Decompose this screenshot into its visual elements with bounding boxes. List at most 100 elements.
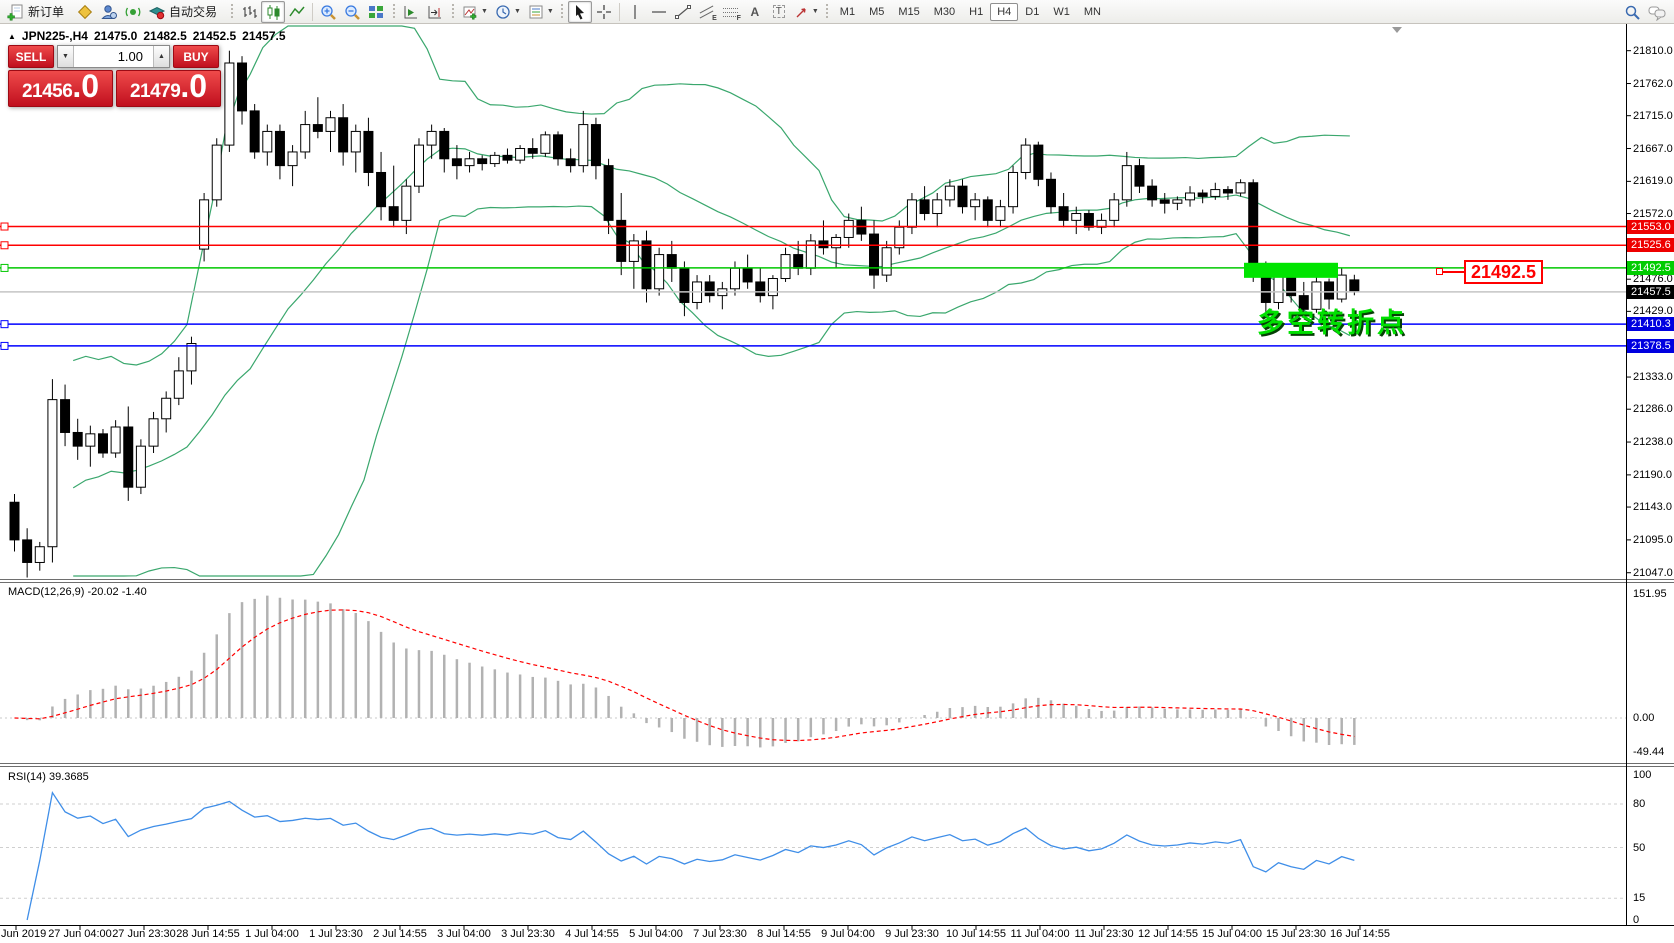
line-chart-button[interactable] [285, 1, 309, 23]
clock-icon [496, 4, 510, 19]
text-tool-icon: A [750, 4, 760, 19]
equidistant-channel-tool-button[interactable]: E [695, 1, 719, 23]
toolbar-grip [229, 3, 235, 20]
time-axis-label: 1 Jul 23:30 [309, 928, 363, 940]
price-axis-label: 21286.0 [1633, 403, 1673, 416]
price-axis-badge: 21410.3 [1627, 317, 1674, 332]
add-indicator-icon [463, 6, 477, 20]
signals-button[interactable] [121, 1, 145, 23]
horizontal-line-tool-button[interactable] [647, 1, 671, 23]
bar-chart-icon [243, 5, 258, 18]
volume-decrease-button[interactable]: ▼ [58, 46, 74, 67]
trendline-tool-button[interactable] [671, 1, 695, 23]
ohlc-low: 21452.5 [192, 29, 237, 43]
bollinger-upper [73, 25, 1350, 366]
time-axis-label: 3 Jul 04:00 [437, 928, 491, 940]
time-axis-label: 9 Jul 23:30 [885, 928, 939, 940]
profile-button[interactable] [97, 1, 121, 23]
price-flag-label[interactable]: 21492.5 [1464, 260, 1543, 284]
tile-windows-button[interactable] [364, 1, 388, 23]
time-axis-label: 27 Jun 04:00 [48, 928, 112, 940]
market-watch-button[interactable] [73, 1, 97, 23]
bollinger-middle [72, 147, 1351, 489]
rsi-axis-label: 15 [1633, 892, 1646, 905]
fibonacci-tool-button[interactable]: F [719, 1, 743, 23]
price-axis-label: 21190.0 [1633, 468, 1672, 481]
ohlc-open: 21475.0 [93, 29, 138, 43]
sell-price-box[interactable]: 21456 .0 [8, 70, 113, 107]
time-axis-label: 27 Jun 23:30 [112, 928, 176, 940]
zoom-in-button[interactable] [316, 1, 340, 23]
candlestick-chart-button[interactable] [261, 0, 286, 23]
time-axis-label: 9 Jul 04:00 [821, 928, 875, 940]
buy-button[interactable]: BUY [173, 45, 219, 68]
scroll-marker-icon [1392, 27, 1402, 33]
chart-shift-icon [428, 5, 442, 18]
timeframe-button-h4[interactable]: H4 [990, 2, 1019, 21]
auto-trading-button[interactable]: 自动交易 [145, 1, 226, 23]
zoom-out-button[interactable] [340, 1, 364, 23]
line-chart-icon [289, 6, 305, 16]
timeframe-button-m30[interactable]: M30 [933, 5, 956, 18]
label-tool-icon: T [772, 5, 785, 18]
price-axis-label: 21095.0 [1633, 533, 1673, 546]
hline-handle [0, 341, 9, 350]
turning-point-annotation[interactable]: 多空转折点 [1257, 308, 1407, 338]
volume-increase-button[interactable]: ▲ [153, 46, 169, 67]
macd-label: MACD(12,26,9) -20.02 -1.40 [8, 586, 147, 598]
timeframe-button-m1[interactable]: M1 [839, 5, 856, 18]
templates-dropdown-button[interactable]: ▼ [524, 1, 557, 23]
timeframe-button-m5[interactable]: M5 [869, 5, 885, 18]
periods-dropdown-button[interactable]: ▼ [491, 1, 524, 23]
crosshair-tool-button[interactable] [592, 1, 616, 23]
candlestick-series [9, 50, 1360, 578]
timeframe-button-m15[interactable]: M15 [898, 5, 920, 18]
time-axis-label: 11 Jul 23:30 [1074, 928, 1134, 940]
buy-price-frac: .0 [180, 68, 208, 104]
timeframe-button-h1[interactable]: H1 [969, 5, 984, 18]
price-axis-badge: 21525.6 [1627, 238, 1674, 253]
text-tool-button[interactable]: A [743, 1, 767, 23]
arrows-dropdown-button[interactable]: ▼ [791, 1, 822, 23]
volume-input[interactable] [74, 46, 153, 67]
time-axis-label: 16 Jul 14:55 [1330, 928, 1390, 940]
macd-axis-label: 151.95 [1633, 588, 1667, 600]
time-axis-label: 10 Jul 14:55 [946, 928, 1006, 940]
rsi-axis-label: 0 [1633, 914, 1640, 926]
signal-icon [125, 7, 141, 16]
new-order-button[interactable]: 新订单 [4, 1, 73, 23]
time-axis-label: 5 Jul 04:00 [629, 928, 683, 940]
bar-chart-button[interactable] [237, 1, 261, 23]
expander-icon[interactable]: ▲ [8, 31, 16, 41]
buy-price-main: 21479 [129, 81, 181, 102]
price-axis-label: 21429.0 [1633, 305, 1673, 318]
time-axis-label: 1 Jul 04:00 [245, 928, 299, 940]
chevron-down-icon: ▼ [546, 8, 554, 15]
auto-trading-icon [148, 6, 166, 19]
auto-scroll-button[interactable] [399, 1, 423, 23]
horizontal-line-icon [651, 10, 666, 13]
channel-icon: E [699, 5, 717, 22]
search-button[interactable] [1620, 1, 1644, 23]
indicators-dropdown-button[interactable]: ▼ [458, 1, 491, 23]
toolbar-grip [824, 3, 830, 20]
timeframe-button-w1[interactable]: W1 [1053, 5, 1070, 18]
buy-price-box[interactable]: 21479 .0 [116, 70, 221, 107]
chart-shift-button[interactable] [423, 1, 447, 23]
time-axis-label: 2 Jul 14:55 [373, 928, 427, 940]
rsi-line [26, 790, 1355, 921]
price-flag-handle[interactable] [1436, 268, 1443, 275]
timeframe-button-mn[interactable]: MN [1083, 5, 1101, 18]
label-tool-button[interactable]: T [767, 1, 791, 23]
macd-histogram [25, 595, 1356, 748]
time-axis-label: 12 Jul 14:55 [1138, 928, 1198, 940]
macd-axis-label: -49.44 [1633, 746, 1665, 758]
vertical-line-tool-button[interactable] [623, 1, 647, 23]
price-axis-badge: 21378.5 [1627, 338, 1674, 353]
sell-button[interactable]: SELL [8, 45, 54, 68]
chat-button[interactable] [1644, 1, 1670, 23]
time-axis-label: 4 Jul 14:55 [565, 928, 619, 940]
cursor-tool-button[interactable] [567, 0, 592, 23]
timeframe-button-d1[interactable]: D1 [1025, 5, 1040, 18]
